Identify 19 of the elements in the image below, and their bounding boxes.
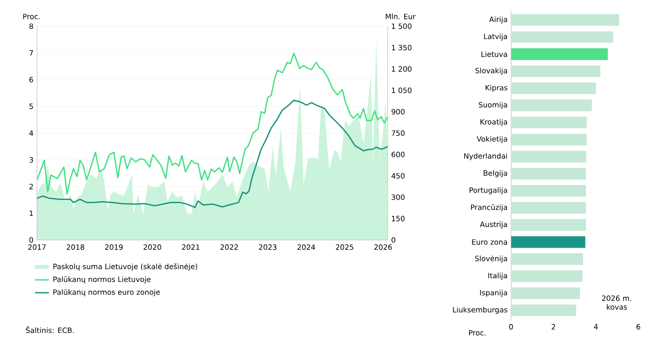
line-series (36, 52, 388, 195)
bar (511, 184, 586, 197)
bar (511, 134, 587, 146)
bar (511, 304, 576, 316)
bar (511, 31, 614, 43)
bar (511, 100, 592, 112)
bar (511, 219, 586, 231)
bar (511, 270, 583, 282)
bar (511, 116, 587, 128)
bar (511, 287, 580, 300)
bar (511, 14, 620, 26)
bar (511, 150, 586, 162)
bar (511, 48, 608, 60)
bar (511, 202, 586, 214)
bar (511, 253, 583, 265)
bar (511, 82, 596, 94)
bar (511, 236, 586, 248)
bar (511, 168, 586, 180)
bar (511, 65, 600, 78)
